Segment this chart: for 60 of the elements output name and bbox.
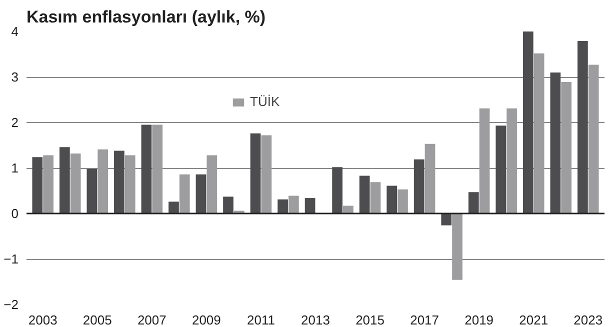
y-tick-label: 3 [11, 70, 19, 84]
x-tick-label: 2015 [356, 312, 384, 327]
bar [441, 214, 452, 226]
bar [288, 196, 299, 214]
x-tick-label: 2023 [574, 312, 603, 327]
bar [452, 214, 462, 280]
bar [332, 167, 342, 214]
bar [59, 147, 70, 214]
bar [386, 186, 398, 214]
bar [398, 189, 408, 214]
y-tick-label: 2 [11, 115, 19, 130]
bar [32, 157, 43, 214]
x-tick-label: 2017 [410, 312, 440, 327]
bar [522, 32, 534, 214]
bar [86, 168, 98, 214]
bar [496, 126, 506, 214]
y-tick-label: 0 [11, 206, 19, 221]
bar [424, 144, 436, 214]
bar [141, 124, 152, 214]
bar [578, 41, 588, 214]
legend-label: TÜİK [250, 94, 280, 109]
chart-title: Kasım enflasyonları (aylık, %) [26, 8, 266, 26]
bar [206, 155, 218, 214]
x-tick-label: 2009 [192, 312, 221, 327]
bar [534, 53, 544, 214]
y-tick-label: 1 [11, 160, 19, 176]
bar [70, 153, 81, 214]
bar [43, 155, 54, 214]
bar [223, 196, 234, 214]
bar [152, 124, 163, 214]
bar [261, 135, 272, 214]
bar [588, 64, 599, 214]
bar [414, 159, 424, 214]
bar [359, 176, 370, 214]
x-tick-label: 2011 [246, 312, 275, 327]
y-tick-label: 4 [11, 24, 19, 39]
bar [479, 108, 490, 214]
bar [343, 206, 354, 214]
bar [304, 198, 316, 214]
bar [250, 133, 261, 214]
bar [124, 155, 136, 214]
bar [278, 199, 288, 214]
bar [196, 174, 206, 214]
x-tick-label: 2007 [137, 312, 166, 327]
bar [98, 149, 108, 214]
x-tick-label: 2003 [28, 312, 58, 327]
bar [506, 108, 517, 214]
x-tick-label: 2005 [82, 312, 112, 327]
y-tick-label: −1 [4, 252, 19, 266]
bar [370, 182, 381, 214]
x-tick-label: 2019 [464, 312, 494, 327]
bar [550, 72, 561, 214]
bar [561, 82, 572, 214]
bar [114, 150, 124, 214]
y-tick-label: −2 [4, 297, 19, 312]
bar [468, 192, 479, 214]
x-tick-label: 2021 [519, 312, 548, 327]
x-tick-label: 2013 [301, 312, 330, 327]
bar [168, 202, 179, 214]
bar [179, 174, 190, 214]
